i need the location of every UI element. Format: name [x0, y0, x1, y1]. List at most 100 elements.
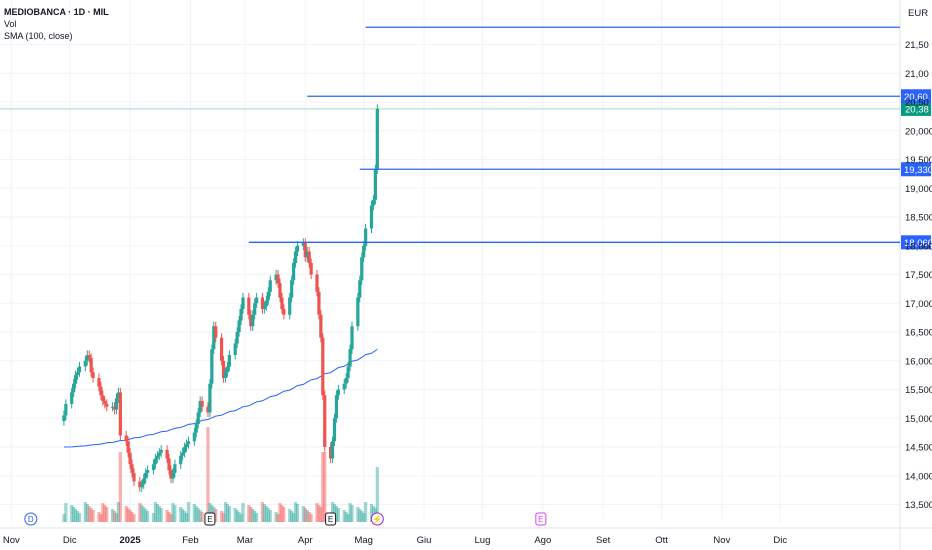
candle-body [264, 300, 268, 307]
candle-body [73, 375, 78, 384]
candle-body [208, 383, 212, 413]
candle-body [173, 464, 177, 473]
volume-bar [292, 513, 296, 522]
candle-body [140, 484, 144, 488]
volume-bar [77, 513, 82, 522]
candle-body [130, 464, 134, 473]
line-price-tag [901, 235, 931, 250]
candle-body [198, 401, 202, 413]
candle-body [332, 418, 337, 442]
candle-body [223, 372, 228, 378]
volume-bar [321, 452, 325, 522]
candle-body [239, 309, 243, 321]
volume-bar [73, 509, 78, 522]
candle-body [321, 337, 325, 396]
volume-bar [198, 510, 202, 522]
volume-bar [288, 509, 292, 522]
earnings-marker [535, 512, 547, 526]
volume-bar [196, 508, 200, 522]
candle-body [221, 360, 226, 378]
volume-bar [214, 509, 218, 522]
price-tick-label: 13,500 [905, 500, 932, 511]
volume-bar [280, 505, 284, 522]
volume-bar [192, 504, 196, 522]
volume-bar [278, 503, 282, 522]
volume-bar [159, 508, 163, 522]
candle-body [183, 447, 187, 453]
volume-bar [206, 427, 210, 522]
price-tick-label: 17,500 [905, 270, 932, 281]
candle-body [315, 274, 319, 292]
horizontal-lines[interactable] [0, 26, 900, 243]
candle-body [317, 291, 321, 315]
candle-body [167, 458, 171, 470]
candle-body [194, 424, 198, 433]
volume-bar [358, 509, 362, 522]
time-tick-label: Mag [354, 535, 372, 546]
event-markers[interactable]: D E E ⚡ E [24, 512, 547, 526]
volume-bars [62, 427, 379, 522]
price-tick-label: 21,00 [905, 69, 929, 80]
volume-bar [103, 505, 107, 522]
candle-body [288, 297, 292, 315]
volume-bar [194, 506, 198, 522]
candle-body [103, 401, 107, 404]
volume-bar [132, 514, 136, 522]
time-tick-label: Apr [298, 535, 313, 546]
candle-body [83, 360, 87, 367]
volume-bar [241, 503, 245, 522]
candle-body [373, 169, 377, 200]
candle-body [233, 343, 237, 355]
price-tick-label: 18,500 [905, 213, 932, 224]
volume-bar [70, 505, 74, 522]
price-tick-label: 19,000 [905, 184, 932, 195]
volume-bar [173, 505, 177, 522]
volume-bar [128, 510, 132, 522]
volume-bar [105, 507, 109, 522]
sma-path [63, 348, 378, 448]
volume-bar [91, 510, 95, 522]
candle-body [196, 412, 200, 424]
sma-legend[interactable]: SMA (100, close) [4, 31, 73, 41]
line-price-label: 20,60 [904, 92, 928, 103]
volume-bar [255, 513, 259, 522]
volume-bar [110, 509, 115, 522]
volume-bar [142, 507, 146, 522]
price-tick-label: 17,000 [905, 299, 932, 310]
time-tick-label: Set [596, 535, 611, 546]
news-marker [370, 512, 384, 526]
price-tick-label: 14,000 [905, 471, 932, 482]
price-tick-label: 16,000 [905, 356, 932, 367]
volume-bar [375, 467, 379, 522]
price-tick-label: 20,000 [905, 126, 932, 137]
candle-body [342, 383, 346, 390]
volume-legend[interactable]: Vol [4, 19, 17, 29]
volume-bar [330, 502, 335, 522]
volume-bar [323, 452, 327, 522]
candle-body [292, 263, 296, 281]
candle-body [375, 108, 379, 170]
candle-body [77, 366, 82, 373]
volume-bar [181, 509, 185, 522]
candle-body [303, 242, 307, 258]
volume-bar [315, 503, 319, 522]
volume-bar [307, 512, 311, 522]
volume-bar [369, 504, 374, 522]
candle-body [155, 455, 159, 459]
volume-bar [85, 504, 89, 522]
volume-bar [153, 502, 157, 522]
volume-bar [169, 514, 173, 522]
time-axis[interactable]: Nov Dic 2025 Feb Mar Apr Mag Giu Lug Ago Set Ott Nov… [3, 535, 787, 546]
candle-body [356, 297, 360, 327]
volume-bar [225, 504, 230, 522]
volume-bar [266, 508, 270, 522]
event-marker-label: D [28, 515, 34, 524]
volume-bar [319, 507, 323, 522]
candle-body [192, 432, 196, 442]
time-tick-label: Nov [713, 535, 730, 546]
symbol-title[interactable]: MEDIOBANCA · 1D · MIL [4, 7, 109, 17]
price-tick-label: 18,000 [905, 241, 932, 252]
